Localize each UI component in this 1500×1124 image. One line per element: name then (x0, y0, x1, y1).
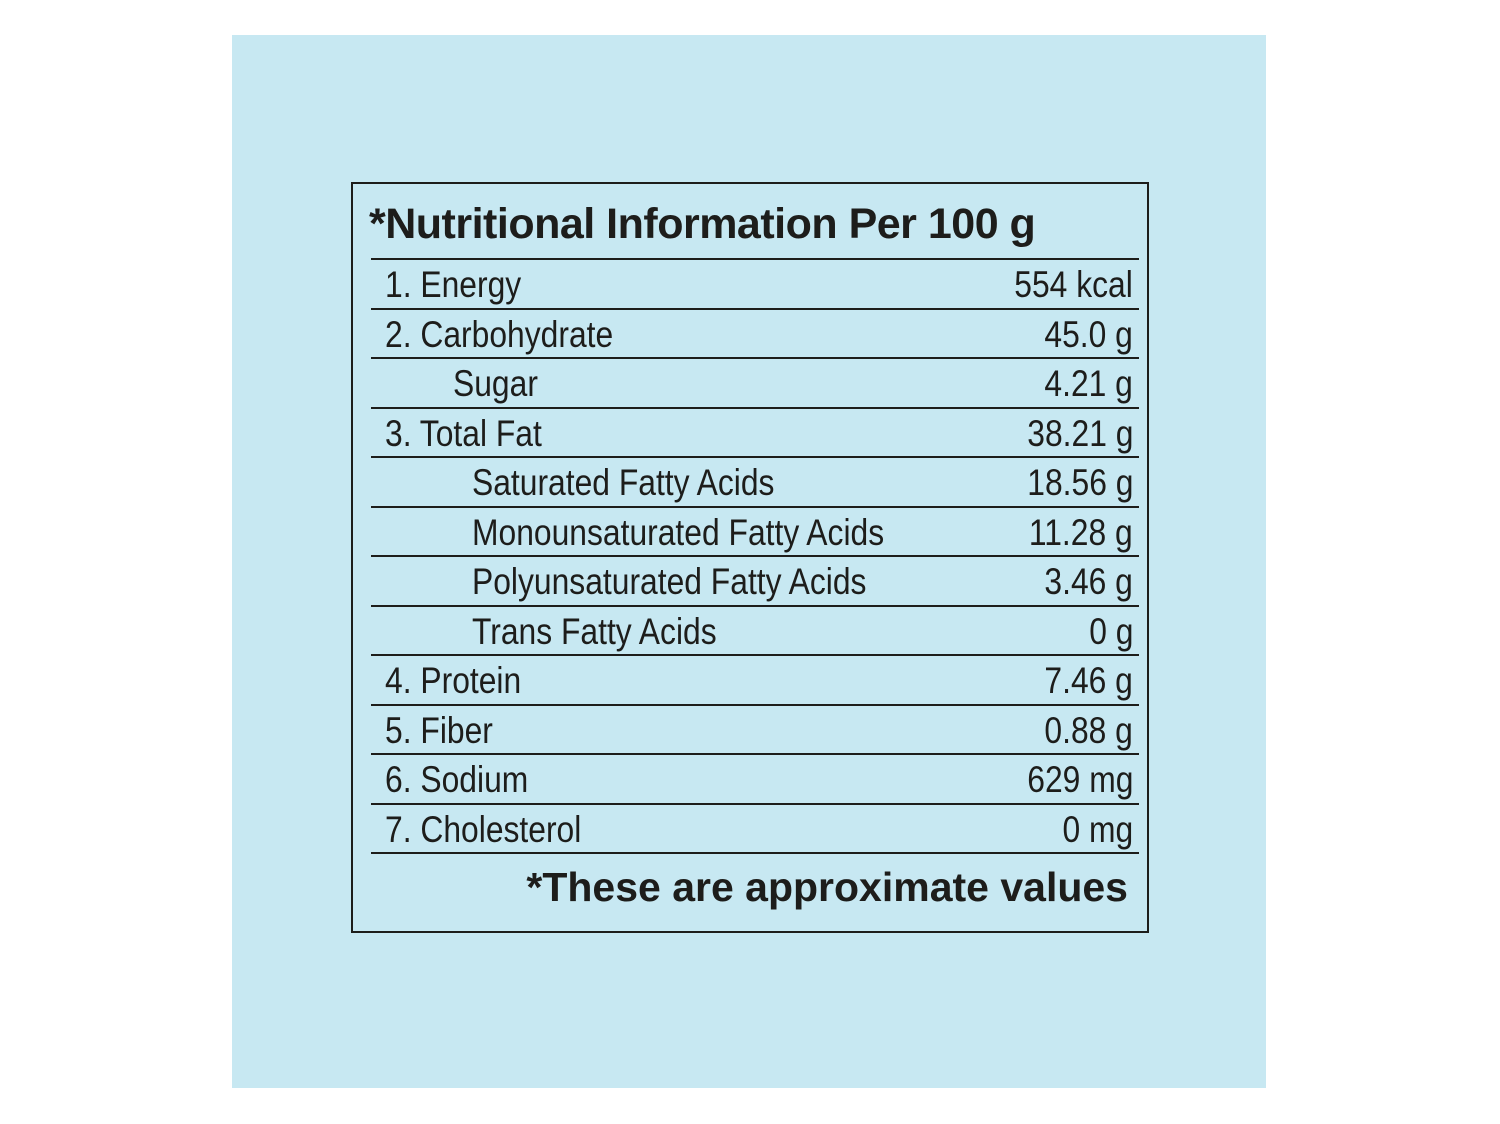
nutrient-name: Monounsaturated Fatty Acids (472, 511, 885, 553)
nutrient-value: 4.21 g (1044, 363, 1133, 404)
nutrient-name: 7. Cholesterol (385, 808, 582, 850)
nutrient-value: 45.0 g (1044, 313, 1133, 355)
nutrient-value: 0 mg (1062, 808, 1133, 850)
table-row: Monounsaturated Fatty Acids 11.28 g (371, 505, 1139, 556)
table-row: Saturated Fatty Acids 18.56 g (371, 456, 1139, 506)
nutrient-value: 3.46 g (1044, 561, 1133, 602)
nutrient-value: 0.88 g (1044, 709, 1133, 751)
table-row: 1. Energy 554 kcal (371, 258, 1139, 308)
table-row: Polyunsaturated Fatty Acids 3.46 g (371, 555, 1139, 605)
table-row: 3. Total Fat 38.21 g (371, 406, 1139, 457)
nutrient-name: 1. Energy (385, 264, 522, 305)
nutrient-value: 11.28 g (1029, 511, 1133, 553)
nutrient-value: 38.21 g (1026, 412, 1133, 454)
nutrient-name: 3. Total Fat (385, 412, 542, 454)
nutrient-name: 5. Fiber (385, 709, 493, 751)
nutrient-name: Saturated Fatty Acids (472, 462, 775, 503)
footnote: *These are approximate values (526, 864, 1128, 910)
nutrient-name: Polyunsaturated Fatty Acids (472, 561, 867, 602)
table-row: 2. Carbohydrate 45.0 g (371, 307, 1139, 358)
nutrient-name: 4. Protein (385, 660, 522, 701)
nutrition-label: *Nutritional Information Per 100 g 1. En… (351, 182, 1149, 933)
table-row: Trans Fatty Acids 0 g (371, 604, 1139, 655)
table-row: Sugar 4.21 g (371, 357, 1139, 407)
nutrient-value: 629 mg (1026, 759, 1133, 800)
table-row: 5. Fiber 0.88 g (371, 703, 1139, 754)
nutrient-name: Trans Fatty Acids (472, 610, 717, 652)
nutrition-table: 1. Energy 554 kcal 2. Carbohydrate 45.0 … (371, 258, 1139, 854)
nutrition-title: *Nutritional Information Per 100 g (369, 200, 1036, 248)
table-row: 4. Protein 7.46 g (371, 654, 1139, 704)
table-row: 7. Cholesterol 0 mg (371, 802, 1139, 854)
nutrient-name: Sugar (453, 363, 538, 404)
table-row: 6. Sodium 629 mg (371, 753, 1139, 803)
nutrient-name: 2. Carbohydrate (385, 313, 614, 355)
nutrient-value: 554 kcal (1014, 264, 1133, 305)
background-panel (232, 35, 1266, 1088)
nutrient-name: 6. Sodium (385, 759, 529, 800)
nutrient-value: 7.46 g (1044, 660, 1133, 701)
nutrient-value: 0 g (1088, 610, 1133, 652)
nutrient-value: 18.56 g (1026, 462, 1133, 503)
